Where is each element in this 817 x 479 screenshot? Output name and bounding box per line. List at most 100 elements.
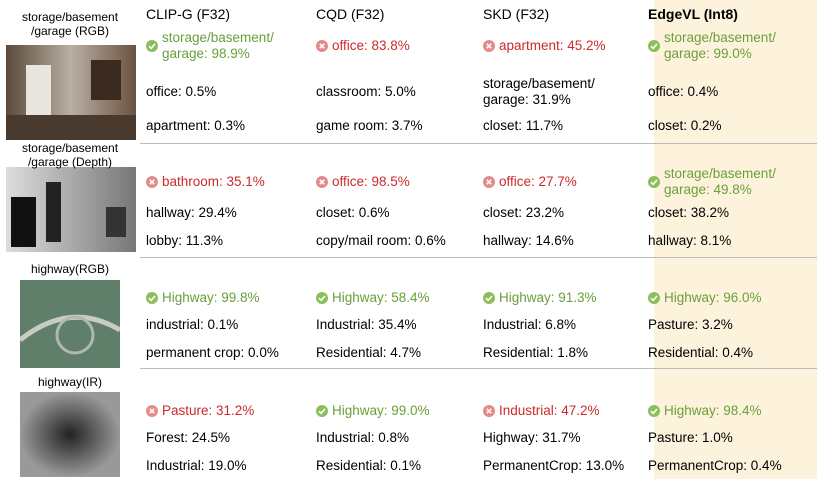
correct-icon — [316, 292, 328, 304]
prediction: Industrial: 19.0% — [146, 458, 247, 474]
prediction: storage/basement/ garage: 49.8% — [648, 166, 776, 198]
sample-label: highway(IR) — [0, 375, 140, 389]
prediction-text: copy/mail room: 0.6% — [316, 233, 446, 249]
prediction: Forest: 24.5% — [146, 430, 230, 446]
prediction-text: hallway: 8.1% — [648, 233, 731, 249]
prediction-text: office: 0.5% — [146, 84, 216, 100]
prediction-text: Industrial: 35.4% — [316, 317, 417, 333]
prediction: classroom: 5.0% — [316, 84, 416, 100]
row-separator — [140, 368, 817, 369]
prediction: Highway: 58.4% — [316, 290, 430, 306]
prediction-text: Highway: 99.8% — [162, 290, 260, 306]
prediction: Highway: 31.7% — [483, 430, 581, 446]
prediction-text: Highway: 58.4% — [332, 290, 430, 306]
prediction-text: storage/basement/ garage: 98.9% — [162, 30, 274, 62]
prediction-text: Residential: 0.4% — [648, 345, 753, 361]
prediction-text: permanent crop: 0.0% — [146, 345, 279, 361]
prediction: hallway: 8.1% — [648, 233, 731, 249]
prediction: hallway: 29.4% — [146, 205, 237, 221]
prediction-text: game room: 3.7% — [316, 118, 423, 134]
prediction: bathroom: 35.1% — [146, 174, 265, 190]
prediction-text: office: 27.7% — [499, 174, 577, 190]
sample-image-aerial — [20, 280, 120, 368]
prediction: Industrial: 47.2% — [483, 403, 600, 419]
prediction: closet: 11.7% — [483, 118, 563, 134]
prediction-text: Highway: 96.0% — [664, 290, 762, 306]
prediction: hallway: 14.6% — [483, 233, 574, 249]
correct-icon — [648, 40, 660, 52]
prediction: office: 27.7% — [483, 174, 577, 190]
prediction: Highway: 96.0% — [648, 290, 762, 306]
prediction-text: classroom: 5.0% — [316, 84, 416, 100]
prediction: apartment: 45.2% — [483, 38, 606, 54]
prediction-text: Pasture: 31.2% — [162, 403, 254, 419]
prediction: closet: 0.6% — [316, 205, 390, 221]
prediction: Residential: 0.4% — [648, 345, 753, 361]
column-header: SKD (F32) — [483, 6, 549, 22]
prediction: Industrial: 35.4% — [316, 317, 417, 333]
prediction-text: Highway: 31.7% — [483, 430, 581, 446]
prediction-text: Industrial: 47.2% — [499, 403, 600, 419]
prediction: closet: 38.2% — [648, 205, 729, 221]
column-header: CLIP-G (F32) — [146, 6, 230, 22]
prediction-text: Highway: 98.4% — [664, 403, 762, 419]
prediction-text: closet: 23.2% — [483, 205, 564, 221]
prediction-text: storage/basement/ garage: 31.9% — [483, 76, 595, 108]
prediction-text: hallway: 14.6% — [483, 233, 574, 249]
wrong-icon — [146, 176, 158, 188]
prediction-text: bathroom: 35.1% — [162, 174, 265, 190]
prediction: Highway: 91.3% — [483, 290, 597, 306]
sample-label: storage/basement /garage (Depth) — [0, 141, 140, 169]
prediction: storage/basement/ garage: 31.9% — [483, 76, 595, 108]
prediction-text: apartment: 0.3% — [146, 118, 245, 134]
prediction: PermanentCrop: 0.4% — [648, 458, 782, 474]
row-separator — [140, 143, 817, 144]
prediction: Residential: 0.1% — [316, 458, 421, 474]
sample-image-ir — [20, 392, 120, 477]
sample-image-rgb — [6, 45, 136, 140]
wrong-icon — [483, 405, 495, 417]
prediction-text: Residential: 1.8% — [483, 345, 588, 361]
column-header: EdgeVL (Int8) — [648, 6, 738, 22]
prediction: PermanentCrop: 13.0% — [483, 458, 624, 474]
prediction-text: Highway: 99.0% — [332, 403, 430, 419]
prediction-text: Residential: 0.1% — [316, 458, 421, 474]
prediction: Pasture: 3.2% — [648, 317, 733, 333]
prediction-text: Highway: 91.3% — [499, 290, 597, 306]
prediction-text: storage/basement/ garage: 49.8% — [664, 166, 776, 198]
prediction: office: 0.5% — [146, 84, 216, 100]
prediction-text: office: 98.5% — [332, 174, 410, 190]
prediction: Highway: 99.8% — [146, 290, 260, 306]
prediction: copy/mail room: 0.6% — [316, 233, 446, 249]
prediction: Highway: 99.0% — [316, 403, 430, 419]
correct-icon — [648, 176, 660, 188]
wrong-icon — [146, 405, 158, 417]
wrong-icon — [316, 176, 328, 188]
prediction-text: closet: 0.6% — [316, 205, 390, 221]
column-header: CQD (F32) — [316, 6, 384, 22]
correct-icon — [648, 405, 660, 417]
prediction-text: office: 0.4% — [648, 84, 718, 100]
prediction: industrial: 0.1% — [146, 317, 238, 333]
prediction-text: Pasture: 1.0% — [648, 430, 733, 446]
sample-label: highway(RGB) — [0, 262, 140, 276]
correct-icon — [146, 40, 158, 52]
prediction: Pasture: 31.2% — [146, 403, 254, 419]
prediction-text: apartment: 45.2% — [499, 38, 606, 54]
prediction-text: storage/basement/ garage: 99.0% — [664, 30, 776, 62]
prediction: office: 98.5% — [316, 174, 410, 190]
prediction-text: Pasture: 3.2% — [648, 317, 733, 333]
prediction: office: 0.4% — [648, 84, 718, 100]
prediction: office: 83.8% — [316, 38, 410, 54]
prediction: closet: 23.2% — [483, 205, 564, 221]
wrong-icon — [316, 40, 328, 52]
prediction: Residential: 1.8% — [483, 345, 588, 361]
prediction-text: lobby: 11.3% — [146, 233, 223, 249]
prediction-text: Industrial: 6.8% — [483, 317, 576, 333]
sample-label: storage/basement /garage (RGB) — [0, 10, 140, 38]
prediction: closet: 0.2% — [648, 118, 722, 134]
prediction-text: Residential: 4.7% — [316, 345, 421, 361]
prediction: Residential: 4.7% — [316, 345, 421, 361]
prediction: storage/basement/ garage: 99.0% — [648, 30, 776, 62]
correct-icon — [146, 292, 158, 304]
